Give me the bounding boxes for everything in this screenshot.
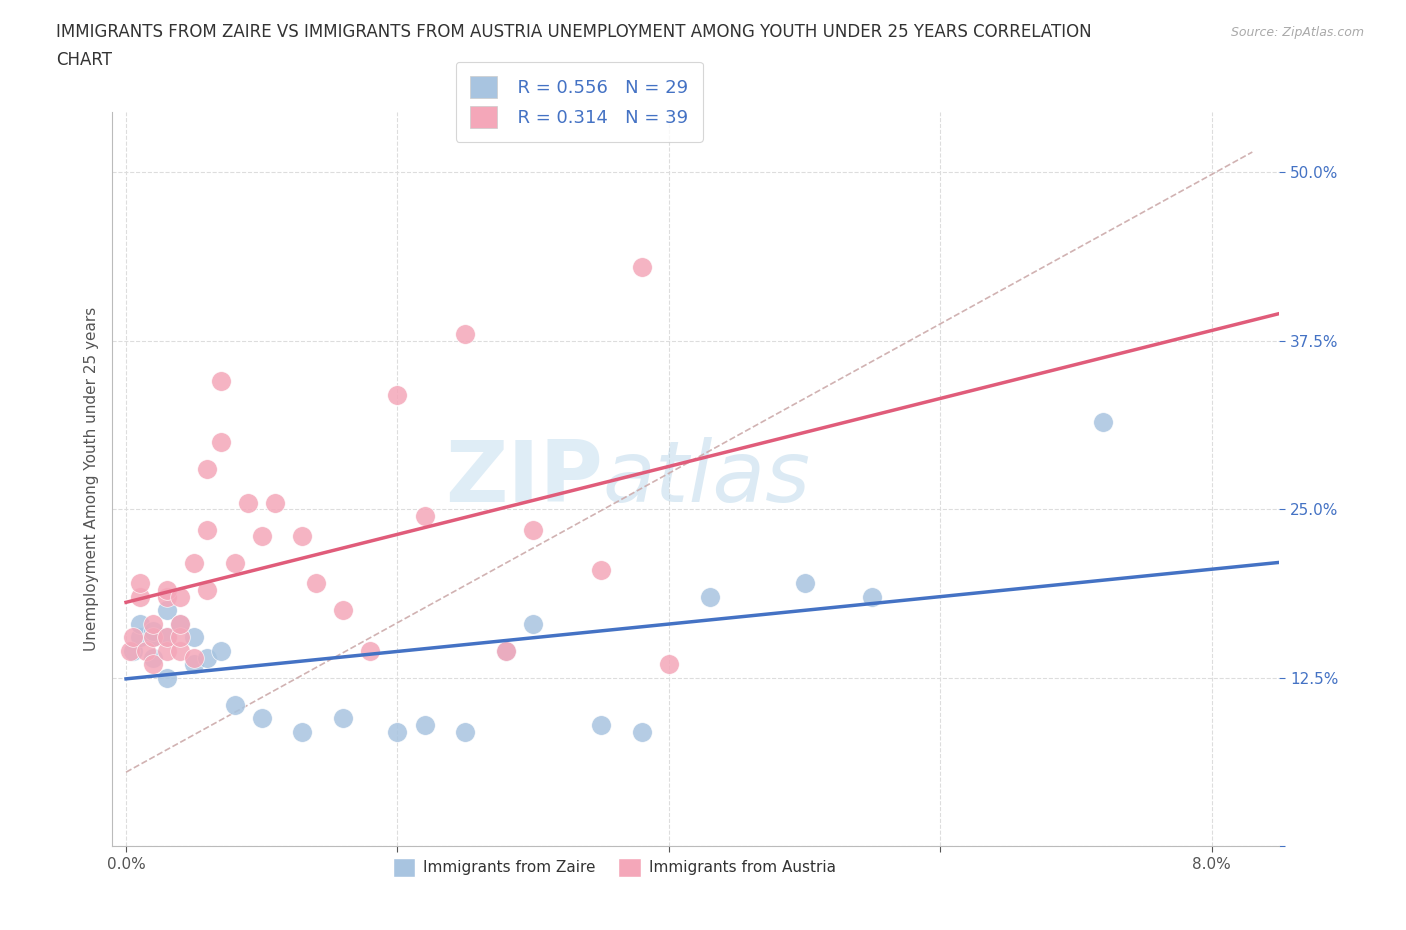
Point [387,724,409,739]
Point [142,617,165,631]
Point [305,576,328,591]
Point [589,718,612,733]
Point [142,650,165,665]
Point [156,603,179,618]
Point [630,724,652,739]
Point [156,583,179,598]
Text: CHART: CHART [56,51,112,69]
Point [183,630,205,644]
Point [183,657,205,671]
Point [197,461,219,476]
Point [156,644,179,658]
Point [413,509,436,524]
Point [183,650,205,665]
Point [197,583,219,598]
Point [250,529,273,544]
Point [156,630,179,644]
Point [1092,414,1115,429]
Text: atlas: atlas [603,437,811,521]
Point [291,529,314,544]
Point [169,617,191,631]
Point [495,644,517,658]
Point [209,434,232,449]
Point [413,718,436,733]
Point [359,644,381,658]
Y-axis label: Unemployment Among Youth under 25 years: Unemployment Among Youth under 25 years [83,307,98,651]
Legend: Immigrants from Zaire, Immigrants from Austria: Immigrants from Zaire, Immigrants from A… [387,852,842,883]
Point [169,644,191,658]
Point [630,259,652,274]
Point [128,630,150,644]
Point [142,657,165,671]
Point [142,630,165,644]
Point [589,563,612,578]
Point [156,630,179,644]
Point [209,374,232,389]
Text: ZIP: ZIP [444,437,603,521]
Point [332,603,354,618]
Point [522,522,544,537]
Point [238,495,260,510]
Point [142,623,165,638]
Point [522,617,544,631]
Text: IMMIGRANTS FROM ZAIRE VS IMMIGRANTS FROM AUSTRIA UNEMPLOYMENT AMONG YOUTH UNDER : IMMIGRANTS FROM ZAIRE VS IMMIGRANTS FROM… [56,23,1092,41]
Point [860,590,883,604]
Point [121,644,143,658]
Point [183,556,205,571]
Point [699,590,721,604]
Point [387,387,409,402]
Point [121,630,143,644]
Point [224,556,246,571]
Text: Source: ZipAtlas.com: Source: ZipAtlas.com [1230,26,1364,39]
Point [250,711,273,725]
Point [128,617,150,631]
Point [169,617,191,631]
Point [197,650,219,665]
Point [658,657,681,671]
Point [209,644,232,658]
Point [128,590,150,604]
Point [142,630,165,644]
Point [454,724,477,739]
Point [169,630,191,644]
Point [169,590,191,604]
Point [120,644,142,658]
Point [454,326,477,341]
Point [332,711,354,725]
Point [197,522,219,537]
Point [793,576,815,591]
Point [291,724,314,739]
Point [128,576,150,591]
Point [156,671,179,685]
Point [495,644,517,658]
Point [156,590,179,604]
Point [264,495,287,510]
Point [135,644,157,658]
Point [224,698,246,712]
